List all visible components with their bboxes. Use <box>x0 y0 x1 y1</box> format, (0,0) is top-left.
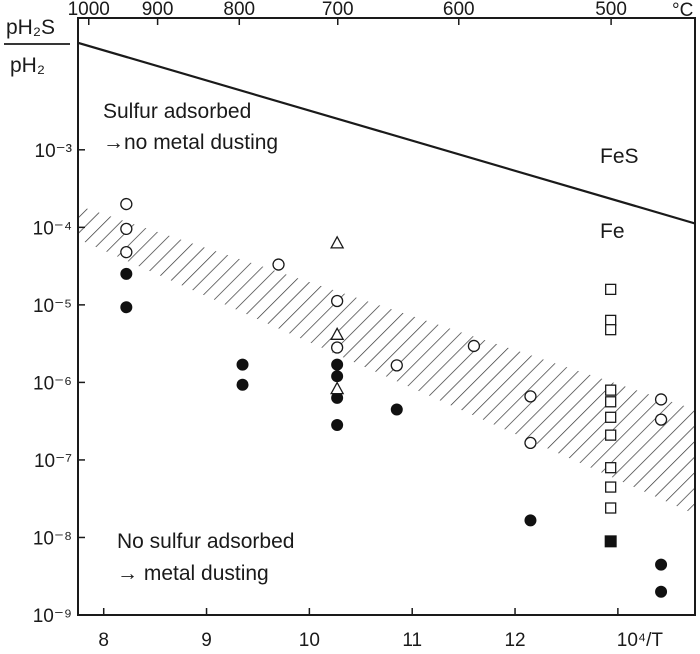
y-tick-label: 10⁻⁹ <box>33 606 72 627</box>
data-point-open-triangle <box>330 235 345 249</box>
data-point-open-circle <box>390 359 403 372</box>
hatched-band <box>78 205 695 515</box>
y-tick-label: 10⁻⁷ <box>34 451 72 472</box>
top-unit-label: °C <box>672 0 693 21</box>
y-tick-label: 10⁻³ <box>35 141 73 162</box>
data-points <box>120 197 668 598</box>
data-point-filled-circle <box>331 370 344 383</box>
data-point-open-square <box>605 429 617 441</box>
data-point-open-circle <box>120 222 133 236</box>
top-tick-label: 600 <box>443 0 475 20</box>
data-point-open-square <box>605 396 617 408</box>
data-point-filled-circle <box>655 558 668 571</box>
data-point-open-circle <box>120 197 133 211</box>
data-point-filled-circle <box>120 267 133 280</box>
data-point-open-circle <box>654 393 668 406</box>
data-point-open-circle <box>524 436 537 450</box>
data-point-filled-circle <box>236 358 249 371</box>
fe-region-label: Fe <box>600 220 625 243</box>
y-tick-label: 10⁻⁴ <box>33 218 72 239</box>
data-point-open-circle <box>467 339 481 353</box>
y-tick-label: 10⁻⁸ <box>33 528 72 549</box>
data-point-open-triangle <box>330 326 345 340</box>
top-tick-label: 1000 <box>68 0 110 20</box>
y-label-numerator: pH₂S <box>6 16 55 39</box>
annotation-no-sulfur-line1: No sulfur adsorbed <box>117 530 294 553</box>
data-point-open-square <box>605 502 617 514</box>
data-point-filled-circle <box>390 403 403 416</box>
top-tick-label: 500 <box>595 0 627 20</box>
data-point-open-circle <box>330 294 344 308</box>
data-point-open-circle <box>120 245 133 259</box>
plot-frame <box>77 17 696 616</box>
x-tick-label: 10 <box>299 630 320 651</box>
x-axis-top: 1000 900 800 700 600 500 <box>68 0 627 25</box>
data-point-open-circle <box>272 258 285 271</box>
data-point-filled-circle <box>331 358 344 371</box>
data-point-open-square <box>605 411 617 423</box>
data-point-filled-circle <box>236 378 249 391</box>
fes-region-label: FeS <box>600 145 639 168</box>
annotation-sulfur-adsorbed-line1: Sulfur adsorbed <box>103 100 251 123</box>
x-tick-label: 8 <box>98 630 109 651</box>
fes-boundary-line <box>78 41 695 225</box>
y-tick-label: 10⁻⁶ <box>33 373 72 394</box>
x-axis-bottom: 8 9 10 11 12 10⁴/T <box>98 608 663 651</box>
y-tick-label: 10⁻⁵ <box>33 296 72 317</box>
x-axis-label: 10⁴/T <box>617 630 664 651</box>
data-point-filled-circle <box>120 301 133 314</box>
x-tick-label: 11 <box>402 630 422 651</box>
fes-line-group <box>78 41 695 225</box>
hatched-band-group <box>78 205 695 515</box>
data-point-open-square <box>605 314 617 327</box>
data-point-filled-circle <box>331 419 344 432</box>
top-tick-label: 900 <box>142 0 174 20</box>
top-tick-label: 700 <box>322 0 354 20</box>
data-point-open-circle <box>330 341 344 354</box>
data-point-open-circle <box>524 390 537 403</box>
data-point-filled-circle <box>524 514 537 527</box>
data-point-open-square <box>605 283 617 296</box>
data-point-filled-circle <box>655 585 668 598</box>
top-tick-label: 800 <box>223 0 255 20</box>
data-point-open-triangle <box>330 381 345 395</box>
data-point-filled-square <box>604 535 617 548</box>
annotation-sulfur-adsorbed-line2: →no metal dusting <box>103 131 278 154</box>
data-point-open-square <box>605 462 617 474</box>
y-axis-title: pH₂S pH₂ <box>4 16 70 77</box>
x-tick-label: 12 <box>504 630 525 651</box>
annotation-no-sulfur-line2: → metal dusting <box>117 562 269 585</box>
y-label-denominator: pH₂ <box>10 54 45 77</box>
data-point-open-square <box>605 324 617 336</box>
data-point-open-square <box>605 384 617 396</box>
x-tick-label: 9 <box>201 630 212 651</box>
data-point-open-square <box>605 481 617 493</box>
y-axis-left: 10⁻³ 10⁻⁴ 10⁻⁵ 10⁻⁶ 10⁻⁷ 10⁻⁸ 10⁻⁹ <box>33 141 85 627</box>
data-point-open-circle <box>654 413 668 426</box>
